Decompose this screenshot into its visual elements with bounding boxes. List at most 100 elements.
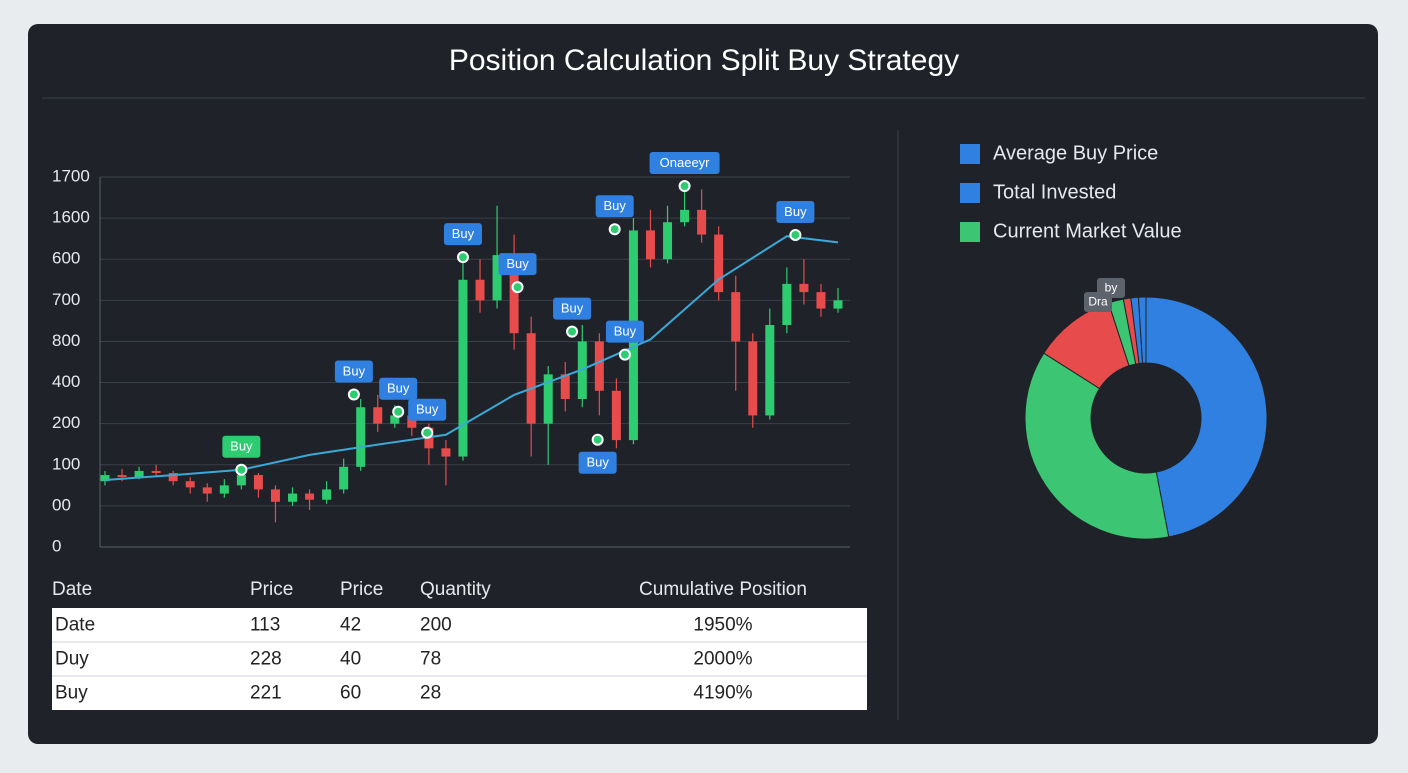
legend-label: Current Market Value: [993, 220, 1182, 242]
buy-tag-label: Buy: [416, 402, 439, 417]
candle-body: [253, 475, 263, 490]
legend-swatch: [960, 144, 980, 164]
buy-marker: [392, 405, 405, 418]
candle-body: [236, 475, 246, 486]
candle-body: [526, 333, 536, 424]
candle-body: [270, 489, 280, 502]
donut-slice: [1145, 296, 1268, 538]
candle-body: [373, 407, 383, 424]
buy-tag: [379, 377, 418, 400]
buy-tag: [649, 152, 720, 175]
y-tick-label: 700: [52, 290, 80, 309]
panel: [28, 24, 1378, 744]
table-cell: 78: [420, 649, 441, 670]
donut-slice: [1024, 352, 1170, 540]
buy-marker: [591, 433, 604, 446]
y-tick-label: 800: [52, 331, 80, 350]
buy-tag: [578, 451, 617, 474]
title: Position Calculation Split Buy Strategy: [449, 44, 959, 77]
candle-body: [441, 448, 451, 457]
buy-tag-label: Buy: [784, 204, 807, 219]
candle-body: [475, 279, 485, 301]
candle-body: [185, 481, 195, 488]
buy-tag-label: Buy: [343, 363, 366, 378]
average-line: [104, 235, 839, 481]
table-header: Date: [52, 579, 92, 600]
table-cell: 228: [250, 649, 282, 670]
candle-body: [714, 234, 724, 293]
y-tick-label: 1600: [52, 208, 90, 227]
candle-body: [305, 493, 315, 500]
y-tick-label: 0: [52, 536, 61, 555]
table-cell: 113: [250, 615, 280, 636]
table-cell: Duy: [55, 649, 89, 670]
buy-tag-label: Buy: [603, 198, 626, 213]
table-cell: 42: [340, 615, 361, 636]
y-tick-label: 1700: [52, 166, 90, 185]
buy-marker: [608, 223, 621, 236]
table-cell: Date: [55, 615, 95, 636]
candle-body: [288, 493, 298, 502]
buy-tag-label: Buy: [586, 455, 609, 470]
buy-tag: [222, 435, 261, 458]
legend-label: Average Buy Price: [993, 142, 1158, 164]
y-tick-label: 00: [52, 495, 71, 514]
y-tick-label: 600: [52, 249, 80, 268]
candle-body: [645, 230, 655, 260]
legend-swatch: [960, 222, 980, 242]
table-cell: 1950%: [693, 615, 752, 636]
buy-marker: [789, 228, 802, 241]
slice-tag: [1097, 278, 1125, 298]
candle-body: [680, 209, 690, 223]
candle-body: [407, 415, 417, 428]
buy-tag-label: Buy: [561, 301, 584, 316]
candle-body: [492, 255, 502, 301]
buy-tag: [443, 223, 482, 246]
candle-body: [663, 222, 673, 260]
candle-body: [833, 300, 843, 309]
table-cell: 221: [250, 683, 282, 704]
candle-body: [543, 374, 553, 424]
candle-body: [782, 283, 792, 325]
table-cell: 60: [340, 683, 361, 704]
donut-slice: [1137, 296, 1147, 364]
buy-tag: [334, 360, 373, 383]
candle-body: [697, 209, 707, 235]
table-cell: 200: [420, 615, 452, 636]
buy-tag-label: Buy: [387, 381, 410, 396]
slice-tag-label: by: [1105, 281, 1118, 295]
table-header: Price: [340, 579, 383, 600]
buy-tag-label: Onaeeyr: [660, 155, 711, 170]
buy-marker: [618, 348, 631, 361]
candle-body: [509, 255, 519, 334]
y-tick-label: 400: [52, 372, 80, 391]
candle-body: [611, 390, 621, 441]
candle-body: [322, 489, 332, 500]
table-body: [52, 608, 867, 710]
candle-body: [816, 292, 826, 309]
buy-marker: [566, 325, 579, 338]
candle-body: [731, 292, 741, 342]
candle-body: [594, 341, 604, 391]
buy-tag: [498, 253, 537, 276]
table-cell: 4190%: [693, 683, 752, 704]
buy-tag-label: Buy: [230, 439, 253, 454]
y-tick-label: 100: [52, 454, 80, 473]
table-header: Cumulative Position: [639, 579, 807, 600]
buy-marker: [511, 281, 524, 294]
legend-label: Total Invested: [993, 181, 1116, 203]
table-cell: Buy: [55, 683, 88, 704]
buy-tag: [595, 195, 634, 218]
slice-tag-label: Dra: [1088, 295, 1108, 309]
table-cell: 28: [420, 683, 441, 704]
candle-body: [765, 325, 775, 416]
candle-body: [390, 415, 400, 424]
legend-swatch: [960, 183, 980, 203]
buy-tag: [408, 398, 447, 421]
buy-marker: [347, 388, 360, 401]
buy-tag: [553, 297, 592, 320]
candle-body: [560, 374, 570, 399]
candle-body: [356, 407, 366, 467]
